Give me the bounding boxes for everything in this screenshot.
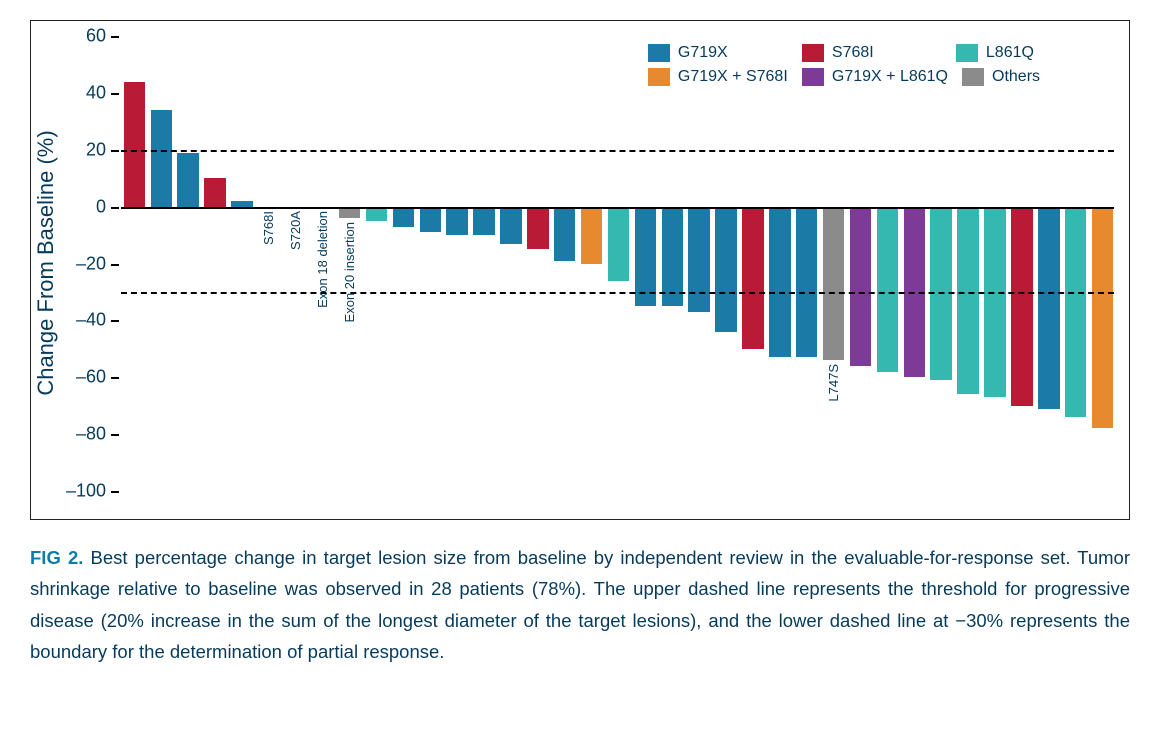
chart-box: Change From Baseline (%) 60 40 20 0 –20 –40 –6…: [30, 20, 1130, 520]
y-tick-label: –40: [61, 310, 106, 331]
legend-label: G719X + L861Q: [832, 68, 948, 86]
bar: [393, 207, 415, 227]
y-tick-label: 40: [61, 82, 106, 103]
y-tick-label: 0: [61, 196, 106, 217]
bar: [554, 207, 576, 261]
bar: [420, 207, 442, 233]
y-axis-title: Change From Baseline (%): [33, 130, 59, 395]
legend-label: Others: [992, 68, 1040, 86]
y-tick: [111, 93, 119, 95]
caption-text: Best percentage change in target lesion …: [30, 547, 1130, 662]
bar: [796, 207, 818, 358]
figure-container: Change From Baseline (%) 60 40 20 0 –20 –40 –6…: [0, 0, 1174, 753]
bar-annotation: S768I: [261, 211, 276, 245]
y-tick: [111, 264, 119, 266]
legend-label: G719X: [678, 44, 728, 62]
y-tick-label: –100: [61, 481, 106, 502]
bar: [1011, 207, 1033, 406]
legend-row: G719X + S768I G719X + L861Q Others: [648, 68, 1102, 86]
bar-annotation: Exon 18 deletion: [315, 211, 330, 308]
bar: [688, 207, 710, 312]
bar: [742, 207, 764, 349]
bar: [366, 207, 388, 221]
bar: [446, 207, 468, 235]
y-tick: [111, 491, 119, 493]
y-tick-label: –20: [61, 253, 106, 274]
zero-baseline: [121, 207, 1114, 209]
legend-item: Others: [962, 68, 1102, 86]
bar: [850, 207, 872, 366]
figure-caption: FIG 2. Best percentage change in target …: [30, 542, 1130, 668]
y-tick-label: –80: [61, 424, 106, 445]
legend-swatch: [648, 44, 670, 62]
bar: [715, 207, 737, 332]
bar: [1092, 207, 1114, 429]
bar-annotation: Exon 20 insertion: [342, 222, 357, 322]
y-tick: [111, 207, 119, 209]
bar: [204, 178, 226, 206]
bar: [608, 207, 630, 281]
bar: [1065, 207, 1087, 417]
bar: [177, 153, 199, 207]
y-tick: [111, 150, 119, 152]
bar: [151, 110, 173, 207]
legend-item: G719X: [648, 44, 788, 62]
legend-item: S768I: [802, 44, 942, 62]
bar: [527, 207, 549, 250]
y-tick: [111, 377, 119, 379]
legend-swatch: [956, 44, 978, 62]
bar: [823, 207, 845, 361]
y-tick: [111, 320, 119, 322]
waterfall-bars: S768I S720A Exon 18 deletion Exon 20 insert…: [121, 36, 1114, 489]
y-tick: [111, 434, 119, 436]
legend-swatch: [802, 68, 824, 86]
legend-swatch: [648, 68, 670, 86]
legend: G719X S768I L861Q G719X + S768I G719X + L861…: [648, 44, 1102, 92]
bar: [769, 207, 791, 358]
bar-annotation: S720A: [288, 211, 303, 250]
y-tick-label: 60: [61, 26, 106, 47]
legend-label: L861Q: [986, 44, 1034, 62]
legend-label: G719X + S768I: [678, 68, 788, 86]
legend-label: S768I: [832, 44, 874, 62]
bar: [500, 207, 522, 244]
reference-line: [121, 292, 1114, 294]
y-tick-label: 20: [61, 139, 106, 160]
legend-swatch: [802, 44, 824, 62]
legend-row: G719X S768I L861Q: [648, 44, 1102, 62]
bar: [877, 207, 899, 372]
bar-annotation: L747S: [826, 364, 841, 402]
legend-item: G719X + S768I: [648, 68, 788, 86]
bar: [984, 207, 1006, 398]
plot-area: Change From Baseline (%) 6040200–20–40–6…: [121, 36, 1114, 489]
legend-item: G719X + L861Q: [802, 68, 948, 86]
bar: [1038, 207, 1060, 409]
figure-label: FIG 2.: [30, 547, 83, 568]
legend-item: L861Q: [956, 44, 1096, 62]
bar: [581, 207, 603, 264]
y-tick-label: –60: [61, 367, 106, 388]
bar: [957, 207, 979, 395]
reference-line: [121, 150, 1114, 152]
y-tick: [111, 36, 119, 38]
bar: [124, 82, 146, 207]
legend-swatch: [962, 68, 984, 86]
bar: [473, 207, 495, 235]
